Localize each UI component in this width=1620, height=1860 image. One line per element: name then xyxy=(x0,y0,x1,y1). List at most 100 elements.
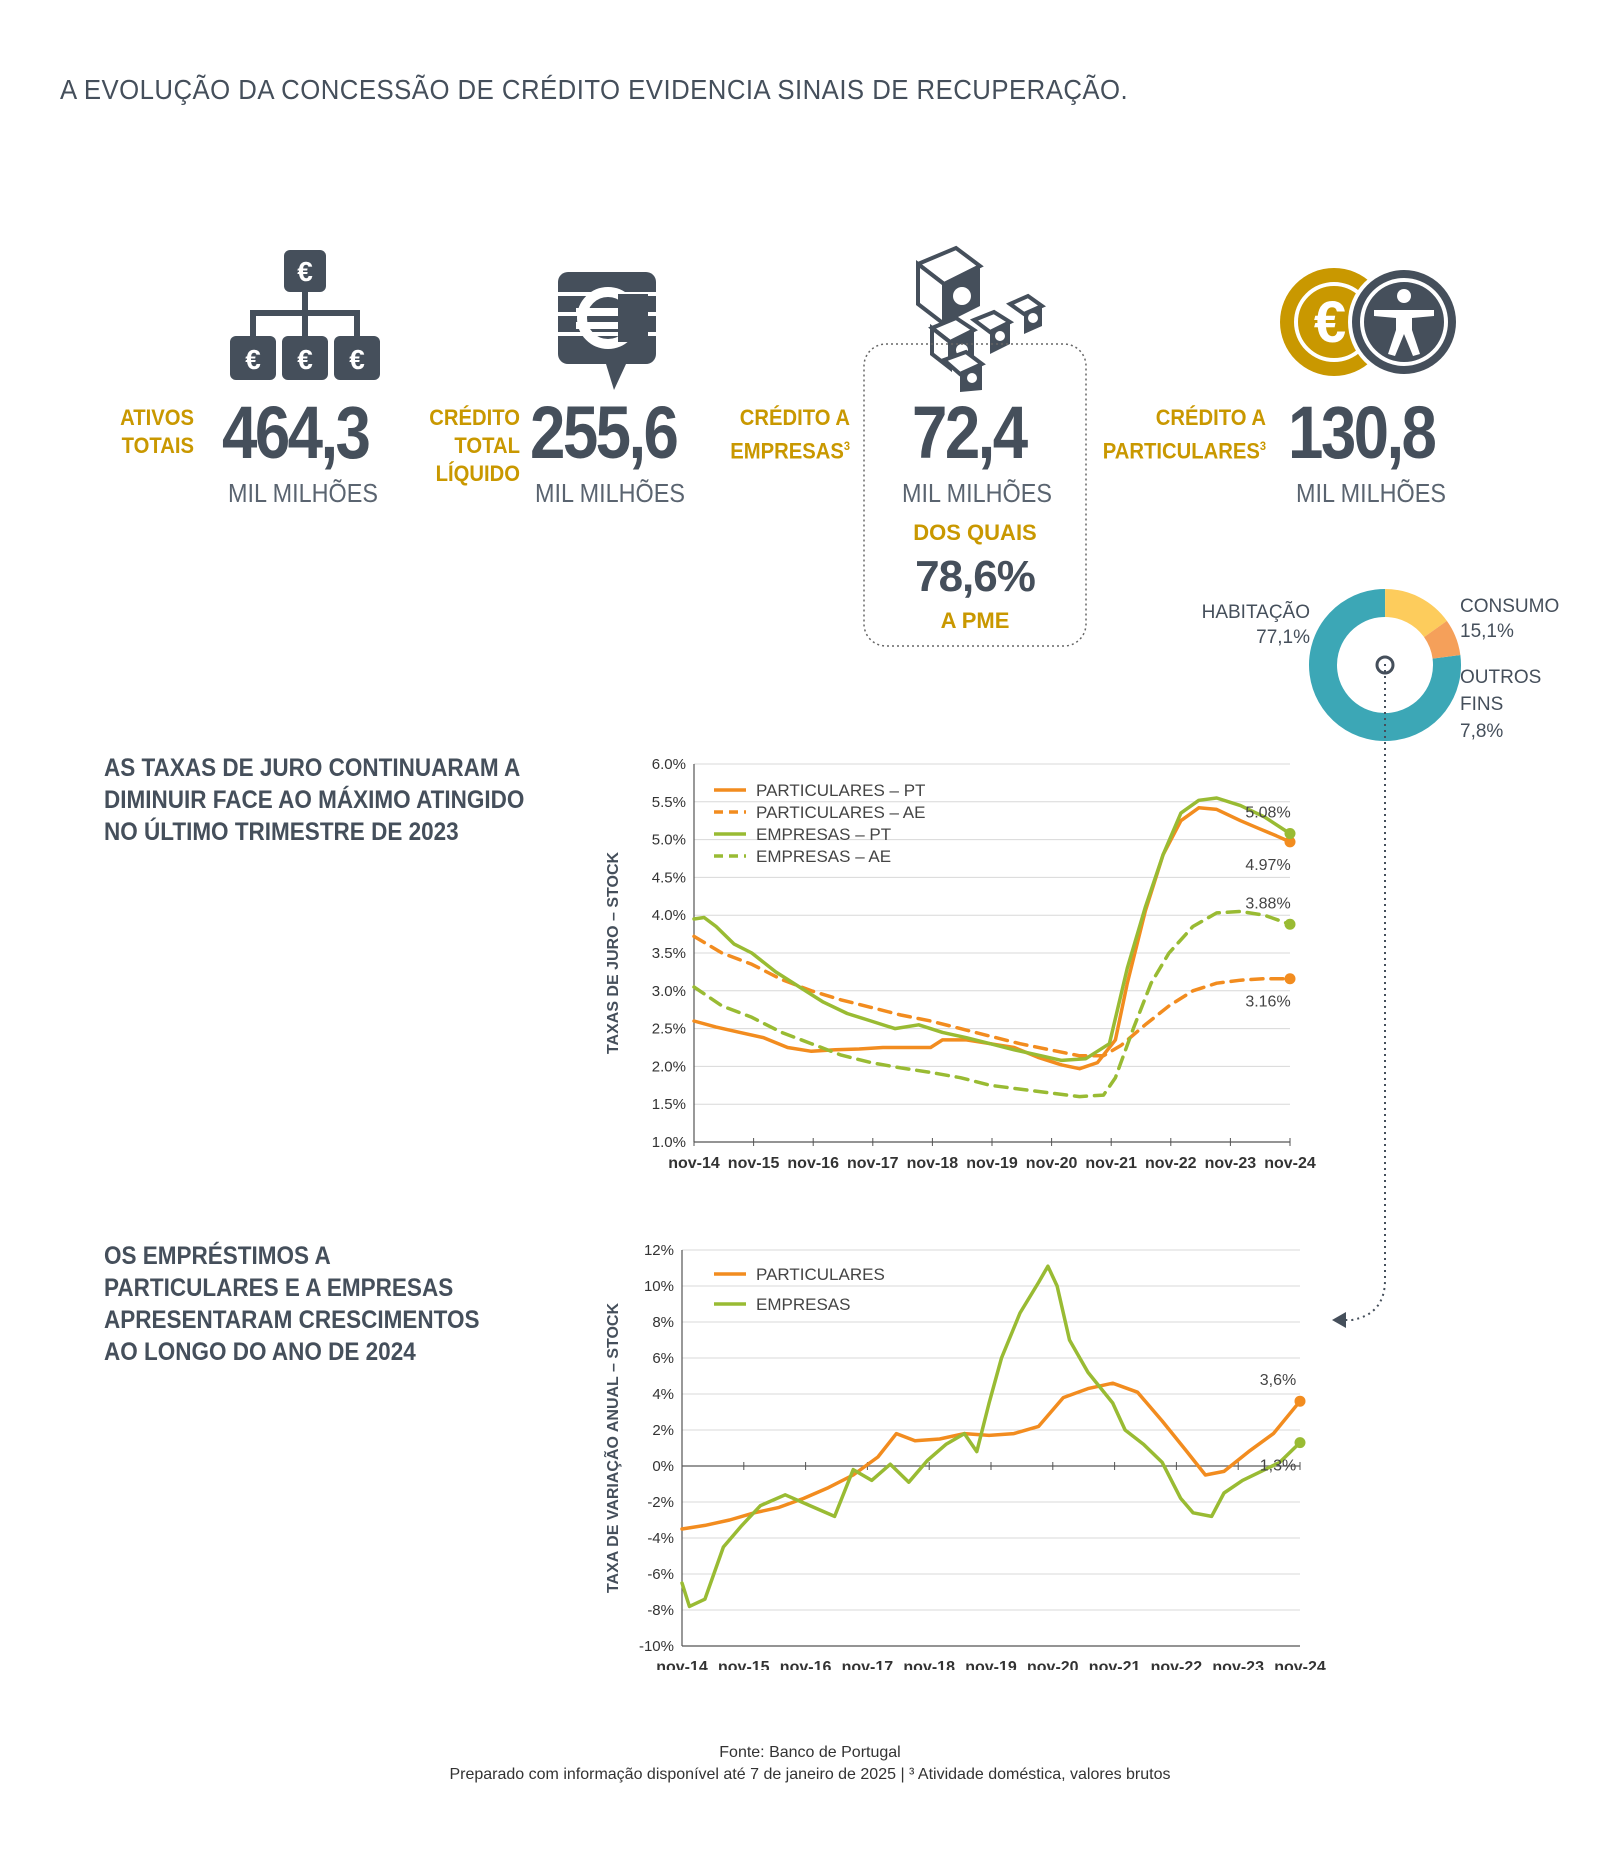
x-tick-label: nov-17 xyxy=(842,1659,894,1670)
series-end-point-3 xyxy=(1284,918,1296,930)
svg-text:€: € xyxy=(1314,290,1346,355)
y-tick-label: -2% xyxy=(647,1494,674,1511)
x-tick-label: nov-20 xyxy=(1026,1155,1078,1172)
donut-connector-arrow xyxy=(1332,664,1386,1328)
pme-share-value: 78,6% xyxy=(915,552,1036,601)
stacked-boxes-icon xyxy=(916,245,1046,392)
series-end-label-1: 1,3% xyxy=(1260,1458,1296,1475)
y-tick-label: 12% xyxy=(644,1242,674,1259)
donut-label-outros-fins: OUTROS FINS 7,8% xyxy=(1460,667,1542,742)
y-tick-label: 8% xyxy=(652,1314,674,1331)
donut-label-habitacao: HABITAÇÃO 77,1% xyxy=(1201,602,1310,648)
y-tick-label: -4% xyxy=(647,1530,674,1547)
page-title: A EVOLUÇÃO DA CONCESSÃO DE CRÉDITO EVIDE… xyxy=(60,74,1129,105)
euro-coin-person-icon: € xyxy=(1280,266,1460,378)
series-end-label-1: 3.16% xyxy=(1245,994,1290,1011)
x-tick-label: nov-21 xyxy=(1089,1659,1141,1670)
legend-label-1: PARTICULARES – AE xyxy=(756,803,925,822)
speech-bubble-euro-icon xyxy=(558,272,656,390)
series-end-point-0 xyxy=(1294,1395,1306,1407)
annual-growth-chart: -10% -8% -6% -4% -2% 0% 2% 4% 6% 8% 10% 12% nov-14 no… xyxy=(602,1242,1326,1670)
x-tick-label: nov-19 xyxy=(966,1155,1018,1172)
series-line-1 xyxy=(680,1264,1302,1609)
x-tick-label: nov-18 xyxy=(907,1155,959,1172)
y-tick-label: 2.5% xyxy=(652,1021,686,1038)
pme-post-label: A PME xyxy=(940,608,1010,633)
x-tick-label: nov-19 xyxy=(965,1659,1017,1670)
series-line-3 xyxy=(692,909,1292,1099)
x-tick-label: nov-16 xyxy=(780,1659,832,1670)
y-tick-label: 10% xyxy=(644,1278,674,1295)
series-line-2 xyxy=(692,796,1292,1063)
legend-label-1: EMPRESAS xyxy=(756,1295,850,1314)
series-end-label-0: 3,6% xyxy=(1260,1372,1296,1389)
series-end-label-0: 4.97% xyxy=(1245,857,1290,874)
kpi-value-credito-total: 255,6 xyxy=(530,391,679,474)
y-tick-label: 6.0% xyxy=(652,756,686,773)
y-axis-label: TAXAS DE JURO – STOCK xyxy=(605,852,622,1055)
kpi-unit-credito-total: MIL MILHÕES xyxy=(535,478,685,508)
kpi-value-ativos-totais: 464,3 xyxy=(222,391,371,474)
pme-pre-label: DOS QUAIS xyxy=(913,520,1037,545)
kpi-label-ativos-totais: ATIVOS TOTAIS xyxy=(120,405,194,458)
svg-text:€: € xyxy=(297,256,313,287)
svg-text:€: € xyxy=(245,344,261,375)
donut-slice-0 xyxy=(1309,589,1461,741)
kpi-label-credito-particulares: CRÉDITO A PARTICULARES3 xyxy=(1102,405,1266,464)
series-line-0 xyxy=(680,1381,1302,1531)
rates-section-heading: AS TAXAS DE JURO CONTINUARAM A DIMINUIR F… xyxy=(104,754,525,846)
series-end-label-3: 3.88% xyxy=(1245,895,1290,912)
x-tick-label: nov-24 xyxy=(1264,1155,1316,1172)
legend-label-0: PARTICULARES xyxy=(756,1265,885,1284)
kpi-unit-ativos-totais: MIL MILHÕES xyxy=(228,478,378,508)
y-tick-label: 3.5% xyxy=(652,945,686,962)
y-tick-label: -10% xyxy=(639,1638,674,1655)
y-tick-label: 6% xyxy=(652,1350,674,1367)
series-end-point-1 xyxy=(1294,1437,1306,1449)
x-tick-label: nov-14 xyxy=(656,1659,708,1670)
svg-text:€: € xyxy=(349,344,365,375)
x-tick-label: nov-14 xyxy=(668,1155,720,1172)
x-tick-label: nov-15 xyxy=(718,1659,770,1670)
series-end-point-0 xyxy=(1284,836,1296,848)
footer: Fonte: Banco de Portugal Preparado com i… xyxy=(0,1742,1620,1786)
y-axis-label: TAXA DE VARIAÇÃO ANUAL – STOCK xyxy=(602,1303,622,1594)
kpi-value-credito-particulares: 130,8 xyxy=(1288,391,1437,474)
x-tick-label: nov-23 xyxy=(1205,1155,1257,1172)
y-tick-label: 1.5% xyxy=(652,1096,686,1113)
y-tick-label: -6% xyxy=(647,1566,674,1583)
pme-callout-box xyxy=(863,343,1087,647)
series-end-label-2: 5.08% xyxy=(1245,805,1290,822)
kpi-unit-credito-particulares: MIL MILHÕES xyxy=(1296,478,1446,508)
legend-label-2: EMPRESAS – PT xyxy=(756,825,891,844)
kpi-value-credito-empresas: 72,4 xyxy=(912,391,1028,474)
interest-rates-chart: 1.0% 1.5% 2.0% 2.5% 3.0% 3.5% 4.0% 4.5% 5.0% 5.5%… xyxy=(605,756,1316,1172)
series-end-point-1 xyxy=(1284,973,1296,985)
y-tick-label: 4.0% xyxy=(652,907,686,924)
legend-label-0: PARTICULARES – PT xyxy=(756,781,925,800)
x-tick-label: nov-24 xyxy=(1274,1659,1326,1670)
y-tick-label: 3.0% xyxy=(652,983,686,1000)
org-chart-euro-icon: € € € € xyxy=(230,250,380,380)
kpi-label-credito-empresas: CRÉDITO A EMPRESAS3 xyxy=(730,405,850,464)
x-tick-label: nov-21 xyxy=(1085,1155,1137,1172)
y-tick-label: -8% xyxy=(647,1602,674,1619)
y-tick-label: 5.0% xyxy=(652,832,686,849)
loans-section-heading: OS EMPRÉSTIMOS A PARTICULARES E A EMPRESA… xyxy=(104,1242,480,1366)
kpi-unit-credito-empresas: MIL MILHÕES xyxy=(902,478,1052,508)
series-line-1 xyxy=(692,934,1292,1058)
legend-label-3: EMPRESAS – AE xyxy=(756,847,891,866)
y-tick-label: 4.5% xyxy=(652,869,686,886)
y-tick-label: 2% xyxy=(652,1422,674,1439)
x-tick-label: nov-23 xyxy=(1212,1659,1264,1670)
y-tick-label: 2.0% xyxy=(652,1058,686,1075)
x-tick-label: nov-22 xyxy=(1151,1659,1203,1670)
kpi-label-credito-total: CRÉDITO TOTAL LÍQUIDO xyxy=(429,405,520,486)
donut-label-consumo: CONSUMO 15,1% xyxy=(1460,596,1560,642)
footer-source: Fonte: Banco de Portugal xyxy=(719,1744,901,1761)
x-tick-label: nov-18 xyxy=(903,1659,955,1670)
svg-text:€: € xyxy=(297,344,313,375)
y-tick-label: 4% xyxy=(652,1386,674,1403)
x-tick-label: nov-22 xyxy=(1145,1155,1197,1172)
x-tick-label: nov-20 xyxy=(1027,1659,1079,1670)
